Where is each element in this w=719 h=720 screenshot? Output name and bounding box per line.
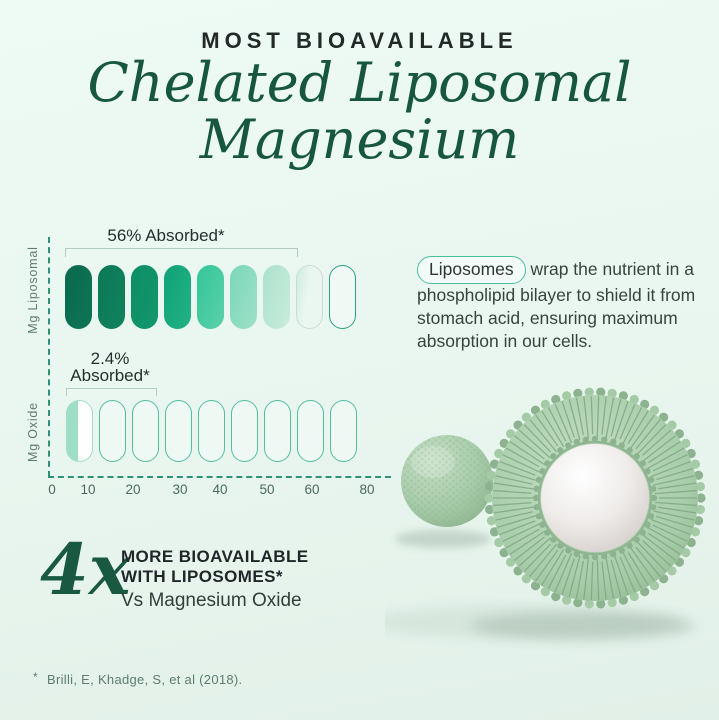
x-tick-label: 10 xyxy=(80,482,96,497)
chart-x-axis xyxy=(48,476,391,478)
title-line-1: Chelated Liposomal xyxy=(87,51,632,114)
pill-segment xyxy=(330,400,357,462)
stat-line-3: Vs Magnesium Oxide xyxy=(121,590,302,611)
pill-segment xyxy=(264,400,291,462)
pill-segment xyxy=(198,400,225,462)
bracket-56 xyxy=(65,248,298,257)
x-tick-label: 0 xyxy=(48,482,56,497)
pill-segment xyxy=(65,265,92,329)
annotation-56-absorbed: 56% Absorbed* xyxy=(107,226,225,245)
footnote-marker: * xyxy=(33,670,38,684)
page-title: Chelated Liposomal Magnesium xyxy=(0,54,719,168)
liposome-illustration xyxy=(365,358,719,660)
pill-segment xyxy=(99,400,126,462)
pill-segment xyxy=(297,400,324,462)
annotation-24-value: 2.4% xyxy=(90,349,130,368)
stat-line-1: MORE BIOAVAILABLE xyxy=(121,547,309,566)
stat-block: MORE BIOAVAILABLE WITH LIPOSOMES* Vs Mag… xyxy=(121,547,309,613)
pill-segment xyxy=(131,265,158,329)
ball-shadow xyxy=(395,530,491,548)
pill-segment xyxy=(197,265,224,329)
pill-segment xyxy=(263,265,290,329)
pill-segment xyxy=(165,400,192,462)
ring-shadow xyxy=(471,612,695,640)
x-tick-label: 50 xyxy=(259,482,275,497)
liposome-callout: Liposomes wrap the nutrient in a phospho… xyxy=(417,256,713,353)
liposome-svg xyxy=(365,387,706,640)
bracket-24 xyxy=(66,388,157,396)
pill-segment xyxy=(98,265,125,329)
title-line-2: Magnesium xyxy=(199,108,520,171)
x-tick-label: 40 xyxy=(212,482,228,497)
x-tick-label: 80 xyxy=(359,482,375,497)
chart-y-axis xyxy=(48,237,50,477)
pill-segment xyxy=(296,265,323,329)
stat-line-2: WITH LIPOSOMES* xyxy=(121,567,283,586)
pill-segment xyxy=(164,265,191,329)
category-label-oxide: Mg Oxide xyxy=(26,402,40,462)
pill-segment xyxy=(231,400,258,462)
liposomes-badge: Liposomes xyxy=(417,256,526,284)
pill-row-oxide xyxy=(66,400,357,462)
magnesium-ball xyxy=(401,435,493,527)
pill-segment xyxy=(329,265,356,329)
pill-segment xyxy=(132,400,159,462)
footnote-text: Brilli, E, Khadge, S, et al (2018). xyxy=(46,672,243,687)
x-tick-label: 20 xyxy=(125,482,141,497)
annotation-24-absorbed: 2.4% Absorbed* xyxy=(70,350,149,384)
eyebrow-heading: MOST BIOAVAILABLE xyxy=(201,28,518,53)
citation-footnote: * Brilli, E, Khadge, S, et al (2018). xyxy=(33,670,243,687)
stat-multiplier: 4x xyxy=(40,528,131,611)
pill-segment xyxy=(230,265,257,329)
category-label-liposomal: Mg Liposomal xyxy=(26,246,40,334)
x-tick-label: 60 xyxy=(304,482,320,497)
pill-segment xyxy=(66,400,93,462)
annotation-24-word: Absorbed* xyxy=(70,366,150,385)
x-tick-label: 30 xyxy=(172,482,188,497)
pill-row-liposomal xyxy=(65,265,356,329)
x-axis-tick-labels: 0 10 20 30 40 50 60 80 xyxy=(0,482,719,498)
callout-text: wrap the nutrient in a phospholipid bila… xyxy=(417,259,696,351)
nutrient-core xyxy=(541,444,649,552)
